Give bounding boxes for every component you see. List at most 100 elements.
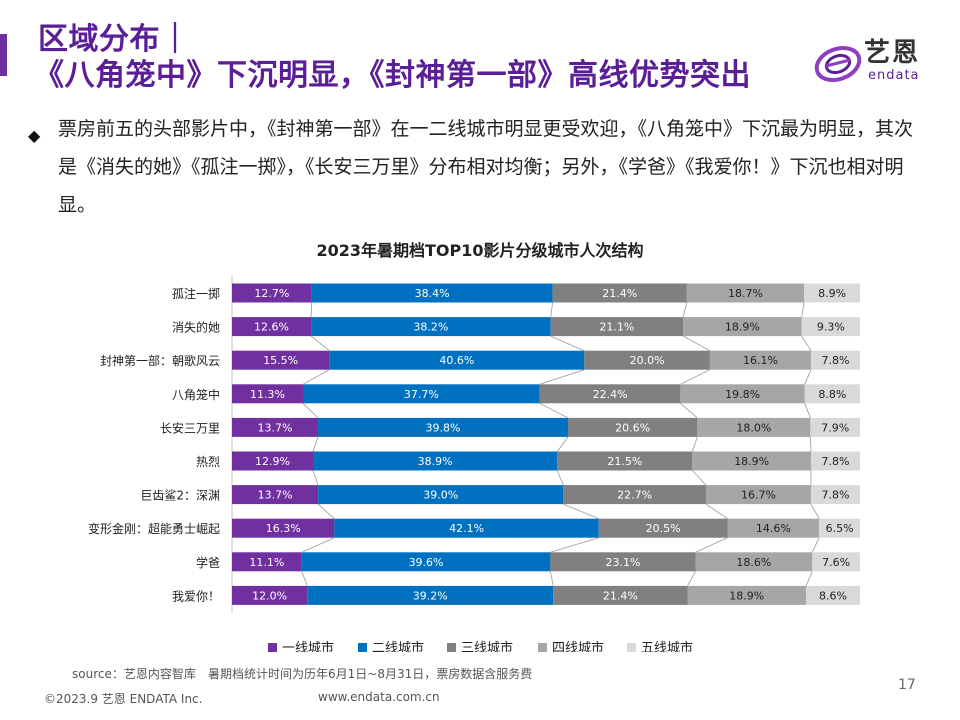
legend-swatch: [358, 643, 367, 652]
series-connector-line: [563, 503, 599, 520]
bar-segment: [819, 518, 860, 538]
bar-segment: [232, 350, 330, 370]
bar-segment: [539, 384, 681, 404]
series-connector-line: [312, 436, 319, 452]
title-accent-bar: [0, 34, 7, 76]
page-number: 17: [898, 677, 916, 693]
bar-segment: [553, 585, 688, 605]
data-label: 9.3%: [817, 321, 845, 334]
series-connector-line: [550, 537, 599, 553]
category-label: 我爱你！: [172, 589, 220, 603]
bar-segment: [804, 384, 860, 404]
data-label: 38.4%: [415, 287, 450, 300]
data-label: 12.0%: [252, 589, 287, 602]
page-title-line1: 区域分布｜: [38, 22, 191, 57]
data-label: 8.9%: [818, 287, 846, 300]
bar-segment: [329, 350, 585, 370]
series-connector-line: [695, 537, 728, 553]
data-label: 18.9%: [734, 455, 769, 468]
endata-logo-icon: [814, 46, 862, 82]
series-connector-line: [301, 571, 308, 587]
series-connector-line: [692, 470, 707, 486]
data-label: 18.0%: [736, 421, 771, 434]
series-connector-line: [682, 302, 688, 318]
bar-segment: [302, 384, 540, 404]
summary-text: 票房前五的头部影片中，《封神第一部》在一二线城市明显更受欢迎，《八角笼中》下沉最…: [58, 118, 914, 216]
bar-segment: [301, 552, 551, 572]
series-connector-line: [301, 537, 335, 553]
bar-segment: [563, 485, 706, 505]
bar-segment: [311, 317, 551, 337]
data-label: 42.1%: [449, 522, 484, 535]
bar-segment: [697, 417, 811, 437]
series-connector-line: [310, 335, 330, 352]
series-connector-line: [682, 335, 711, 352]
data-label: 39.2%: [413, 589, 448, 602]
bar-segment: [307, 585, 554, 605]
bar-segment: [232, 485, 319, 505]
legend-swatch: [538, 643, 547, 652]
data-label: 7.9%: [821, 421, 849, 434]
data-label: 38.9%: [418, 455, 453, 468]
bar-segment: [567, 417, 698, 437]
bar-segment: [232, 518, 335, 538]
logo-en: endata: [868, 68, 920, 83]
legend-label: 一线城市: [282, 640, 334, 652]
data-label: 7.6%: [822, 556, 850, 569]
bar-segment: [806, 585, 860, 605]
data-label: 12.7%: [254, 287, 289, 300]
series-connector-line: [539, 402, 569, 419]
data-label: 20.5%: [646, 522, 681, 535]
data-label: 11.3%: [250, 388, 285, 401]
data-label: 20.0%: [630, 354, 665, 367]
series-connector-line: [302, 369, 330, 385]
series-connector-line: [550, 571, 554, 586]
data-label: 11.1%: [249, 556, 284, 569]
bar-segment: [804, 283, 860, 303]
bar-segment: [810, 417, 860, 437]
data-label: 22.7%: [617, 489, 652, 502]
bar-segment: [687, 585, 807, 605]
data-label: 16.1%: [743, 354, 778, 367]
data-label: 20.6%: [615, 421, 650, 434]
data-label: 14.6%: [756, 522, 791, 535]
endata-logo: 艺恩 endata: [812, 38, 932, 86]
category-label: 学爸: [196, 555, 220, 570]
legend-label: 四线城市: [552, 640, 604, 652]
diamond-bullet-icon: ◆: [28, 126, 41, 145]
bar-segment: [334, 518, 599, 538]
data-label: 18.9%: [729, 589, 764, 602]
legend-swatch: [627, 643, 636, 652]
series-connector-line: [550, 302, 553, 318]
data-label: 7.8%: [822, 354, 850, 367]
series-connector-line: [312, 470, 319, 486]
category-label: 八角笼中: [172, 387, 220, 402]
series-connector-line: [550, 335, 585, 352]
category-label: 长安三万里: [160, 420, 220, 435]
bar-segment: [557, 451, 693, 471]
data-label: 16.3%: [266, 522, 301, 535]
stacked-bar-chart: 孤注一掷 12.7% 38.4% 21.4% 18.7% 8.9% 消失的她 12.6% 38.…: [88, 276, 860, 652]
page-title: 区域分布｜ 《八角笼中》下沉明显，《封神第一部》高线优势突出: [34, 22, 751, 94]
series-connector-line: [809, 436, 812, 452]
series-connector-line: [801, 335, 812, 351]
data-label: 15.5%: [263, 354, 298, 367]
footer-note: 暑期档统计时间为历年6月1日~8月31日，票房数据含服务费: [208, 667, 533, 681]
bar-segment: [311, 283, 553, 303]
data-label: 8.8%: [818, 388, 846, 401]
series-connector-line: [302, 403, 319, 419]
bar-segment: [318, 417, 568, 437]
summary-bullet: ◆ 票房前五的头部影片中，《封神第一部》在一二线城市明显更受欢迎，《八角笼中》下…: [28, 110, 918, 224]
data-label: 18.6%: [736, 556, 771, 569]
bar-segment: [232, 552, 302, 572]
data-label: 19.8%: [725, 388, 760, 401]
category-label: 巨齿鲨2：深渊: [140, 489, 220, 503]
data-label: 23.1%: [605, 556, 640, 569]
category-label: 消失的她: [172, 320, 220, 335]
category-label: 封神第一部：朝歌风云: [100, 353, 220, 368]
bar-segment: [584, 350, 710, 370]
page-title-line2: 《八角笼中》下沉明显，《封神第一部》高线优势突出: [34, 58, 751, 93]
legend-swatch: [447, 643, 456, 652]
data-label: 13.7%: [258, 489, 293, 502]
series-connector-line: [539, 369, 585, 385]
